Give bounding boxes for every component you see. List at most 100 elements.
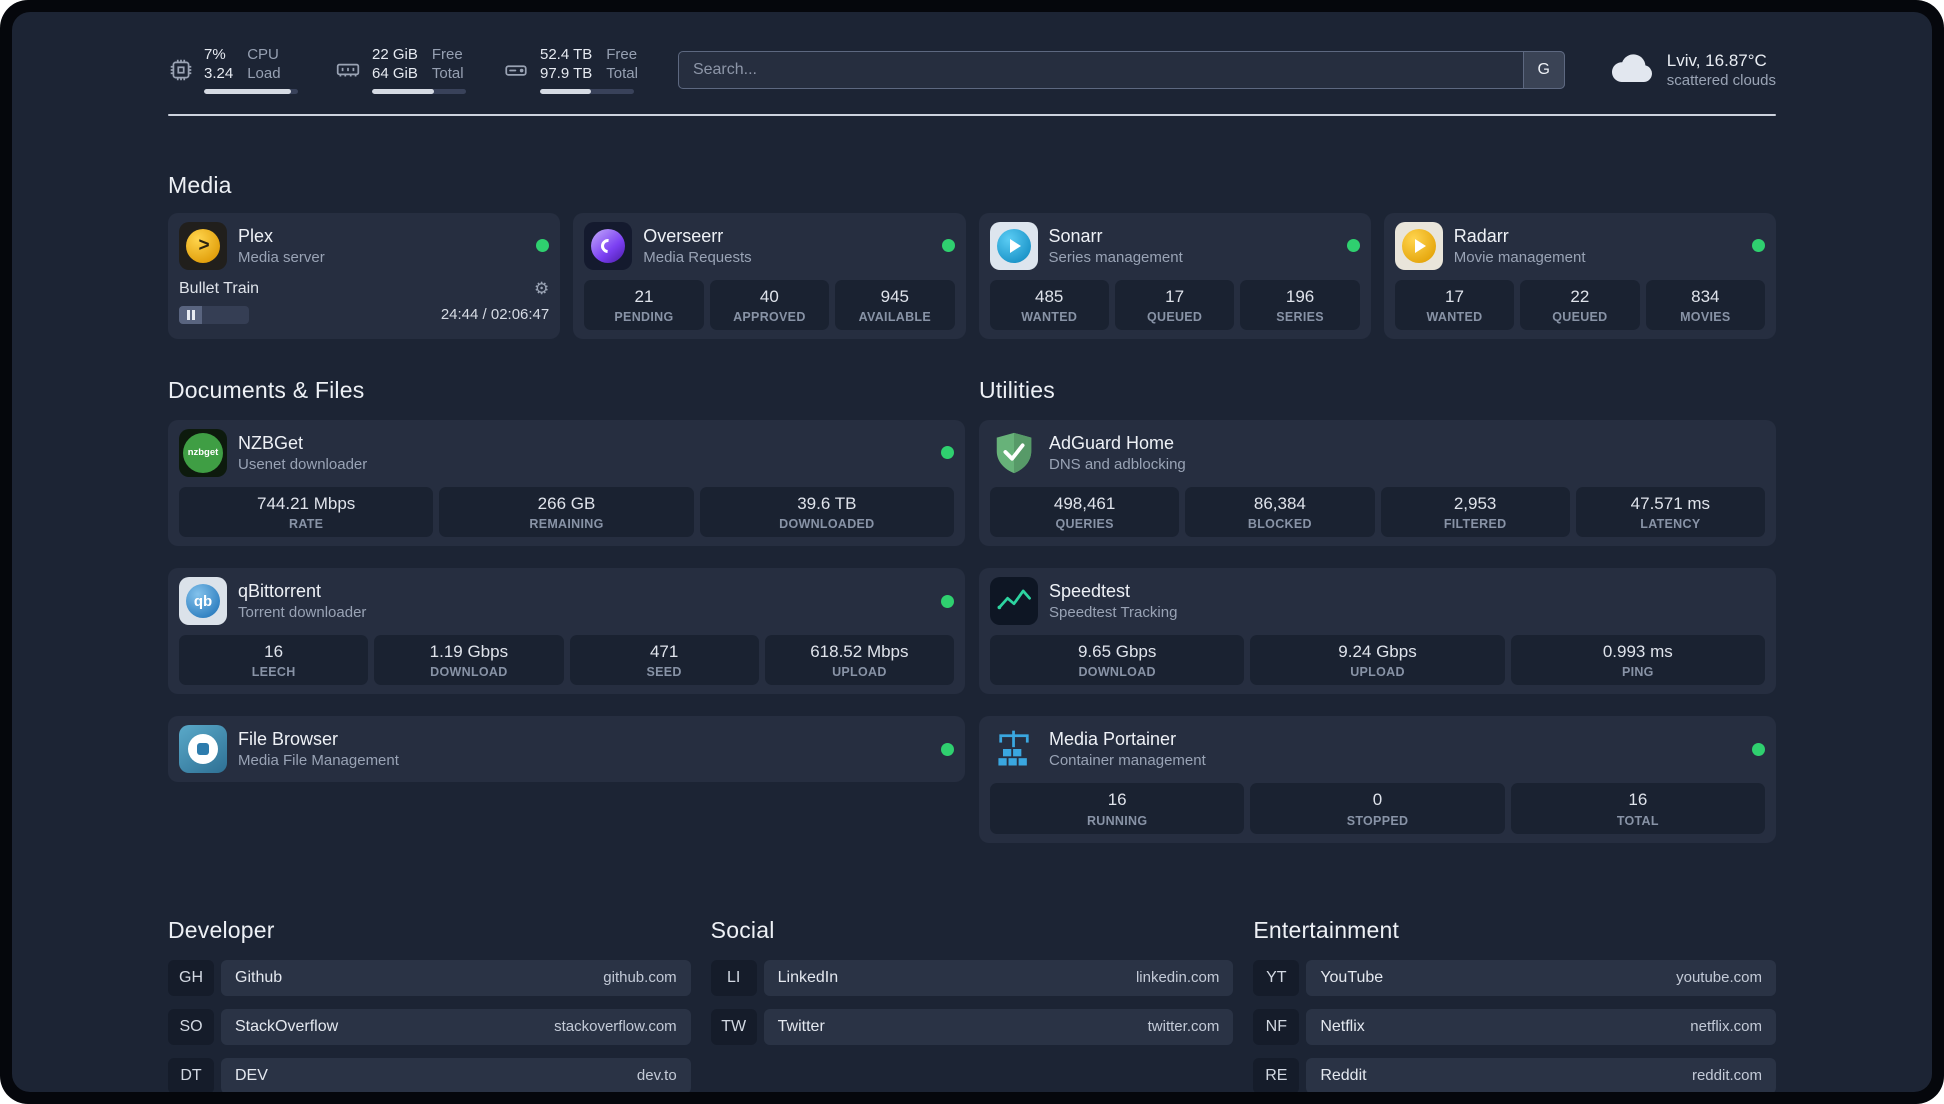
- stat-pending: 21 PENDING: [584, 279, 704, 330]
- portainer-icon: [990, 725, 1038, 773]
- section-title-entertainment: Entertainment: [1253, 916, 1400, 943]
- service-subtitle: Series management: [1048, 248, 1183, 266]
- cpu-stat-widget: 7% 3.24 CPU Load: [168, 46, 298, 94]
- memory-icon: [334, 57, 362, 83]
- bookmark-abbr: TW: [710, 1008, 757, 1045]
- service-subtitle: Container management: [1049, 752, 1206, 770]
- memory-free-value: 22 GiB: [372, 46, 418, 63]
- stat-upload: 9.24 Gbps UPLOAD: [1250, 635, 1505, 686]
- bookmark-group-social: Social LI LinkedIn linkedin.com TW Twitt…: [710, 917, 1234, 1058]
- service-name: qBittorrent: [238, 581, 322, 601]
- service-card-qbittorrent[interactable]: qb qBittorrent Torrent downloader 16 LEEC…: [168, 568, 965, 695]
- radarr-icon: [1394, 221, 1443, 270]
- bookmark-name: YouTube: [1320, 968, 1384, 986]
- search-input[interactable]: [677, 50, 1565, 89]
- bookmark-url: youtube.com: [1676, 969, 1762, 986]
- bookmark-linkedin[interactable]: LI LinkedIn linkedin.com: [710, 959, 1234, 996]
- stat-download: 9.65 Gbps DOWNLOAD: [990, 635, 1245, 686]
- cloud-icon: [1609, 49, 1657, 90]
- speedtest-icon: [990, 577, 1038, 625]
- nzbget-icon: nzbget: [179, 428, 227, 477]
- documents-column: Documents & Files nzbget NZBGet Usenet d…: [168, 377, 965, 843]
- service-subtitle: Media File Management: [238, 752, 399, 770]
- bookmark-url: netflix.com: [1690, 1018, 1762, 1035]
- search-provider-button[interactable]: G: [1522, 50, 1565, 89]
- bookmark-abbr: NF: [1253, 1008, 1300, 1045]
- service-subtitle: Speedtest Tracking: [1049, 604, 1178, 621]
- stat-running: 16 RUNNING: [990, 783, 1245, 834]
- service-card-plex[interactable]: > Plex Media server Bullet Train ⚙ 24:44…: [168, 212, 561, 339]
- stat-available: 945 AVAILABLE: [835, 279, 955, 330]
- stat-downloaded: 39.6 TB DOWNLOADED: [699, 486, 954, 537]
- status-dot: [1346, 239, 1360, 252]
- utilities-column: Utilities AdGuard Home DNS and adblockin…: [979, 377, 1776, 843]
- service-card-speedtest[interactable]: Speedtest Speedtest Tracking 9.65 Gbps DO…: [979, 568, 1776, 695]
- bookmark-stackoverflow[interactable]: SO StackOverflow stackoverflow.com: [168, 1008, 691, 1045]
- filebrowser-icon: [179, 725, 227, 774]
- disk-total-value: 97.9 TB: [540, 64, 593, 82]
- stat-download: 1.19 Gbps DOWNLOAD: [374, 635, 564, 686]
- memory-stat-widget: 22 GiB 64 GiB Free Total: [334, 46, 466, 94]
- bookmark-group-developer: Developer GH Github github.com SO StackO…: [168, 916, 691, 1092]
- bookmark-github[interactable]: GH Github github.com: [168, 959, 691, 996]
- memory-total-label: Total: [431, 64, 464, 82]
- service-card-sonarr[interactable]: Sonarr Series management 485 WANTED 17 QUE…: [978, 212, 1371, 339]
- overseerr-icon: [584, 221, 633, 270]
- bookmark-name: Github: [235, 968, 283, 986]
- cpu-usage-bar: [204, 88, 298, 94]
- bookmark-url: reddit.com: [1691, 1067, 1762, 1084]
- stat-wanted: 17 WANTED: [1394, 279, 1515, 330]
- service-name: Plex: [238, 225, 274, 246]
- service-name: Media Portainer: [1049, 729, 1177, 750]
- stat-queued: 22 QUEUED: [1520, 279, 1640, 330]
- bookmark-reddit[interactable]: RE Reddit reddit.com: [1253, 1057, 1776, 1092]
- bookmark-youtube[interactable]: YT YouTube youtube.com: [1253, 959, 1776, 996]
- service-card-portainer[interactable]: Media Portainer Container management 16 R…: [979, 716, 1776, 843]
- stat-movies: 834 MOVIES: [1645, 279, 1766, 330]
- service-card-filebrowser[interactable]: File Browser Media File Management: [168, 716, 965, 783]
- weather-location: Lviv, 16.87°C: [1666, 51, 1767, 71]
- status-dot: [941, 742, 954, 756]
- now-playing-title: Bullet Train: [179, 279, 260, 297]
- bookmark-twitter[interactable]: TW Twitter twitter.com: [710, 1008, 1234, 1045]
- service-name: Overseerr: [643, 225, 724, 246]
- search-bar: G: [677, 50, 1565, 89]
- bookmark-name: Reddit: [1320, 1066, 1367, 1084]
- service-card-overseerr[interactable]: Overseerr Media Requests 21 PENDING 40 APP…: [573, 212, 966, 339]
- service-subtitle: Movie management: [1453, 248, 1586, 266]
- bookmark-netflix[interactable]: NF Netflix netflix.com: [1253, 1008, 1776, 1045]
- bookmark-name: Netflix: [1320, 1017, 1365, 1035]
- disk-total-label: Total: [606, 64, 638, 82]
- bookmark-dev[interactable]: DT DEV dev.to: [168, 1057, 691, 1092]
- stat-wanted: 485 WANTED: [989, 279, 1109, 330]
- stat-filtered: 2,953 FILTERED: [1380, 486, 1570, 537]
- service-subtitle: Torrent downloader: [238, 604, 367, 621]
- section-title-developer: Developer: [168, 916, 275, 943]
- service-subtitle: Usenet downloader: [238, 455, 368, 473]
- cpu-icon: [168, 57, 194, 83]
- bookmark-name: StackOverflow: [235, 1017, 339, 1035]
- cpu-load-value: 3.24: [204, 64, 234, 82]
- service-card-nzbget[interactable]: nzbget NZBGet Usenet downloader 744.21 M…: [168, 419, 965, 546]
- cpu-load-label: Load: [247, 64, 281, 82]
- weather-widget: Lviv, 16.87°C scattered clouds: [1609, 49, 1776, 90]
- weather-condition: scattered clouds: [1666, 72, 1776, 90]
- bookmark-abbr: YT: [1253, 959, 1300, 996]
- disk-icon: [502, 57, 530, 83]
- dashboard-page: 7% 3.24 CPU Load: [12, 12, 1932, 1092]
- service-card-radarr[interactable]: Radarr Movie management 17 WANTED 22 QUEUE…: [1383, 212, 1776, 339]
- service-subtitle: Media Requests: [643, 248, 752, 266]
- service-card-adguard[interactable]: AdGuard Home DNS and adblocking 498,461 Q…: [979, 419, 1776, 546]
- pause-button[interactable]: [179, 305, 249, 324]
- gear-icon[interactable]: ⚙: [534, 278, 550, 298]
- stat-queued: 17 QUEUED: [1114, 279, 1235, 330]
- stat-total: 16 TOTAL: [1510, 783, 1765, 834]
- cpu-label: CPU: [247, 46, 279, 63]
- system-stats: 7% 3.24 CPU Load: [168, 46, 638, 94]
- stat-latency: 47.571 ms LATENCY: [1575, 486, 1765, 537]
- bookmark-name: DEV: [235, 1066, 268, 1084]
- bookmark-abbr: LI: [710, 959, 757, 996]
- service-name: NZBGet: [238, 432, 304, 453]
- section-title-documents: Documents & Files: [168, 376, 365, 403]
